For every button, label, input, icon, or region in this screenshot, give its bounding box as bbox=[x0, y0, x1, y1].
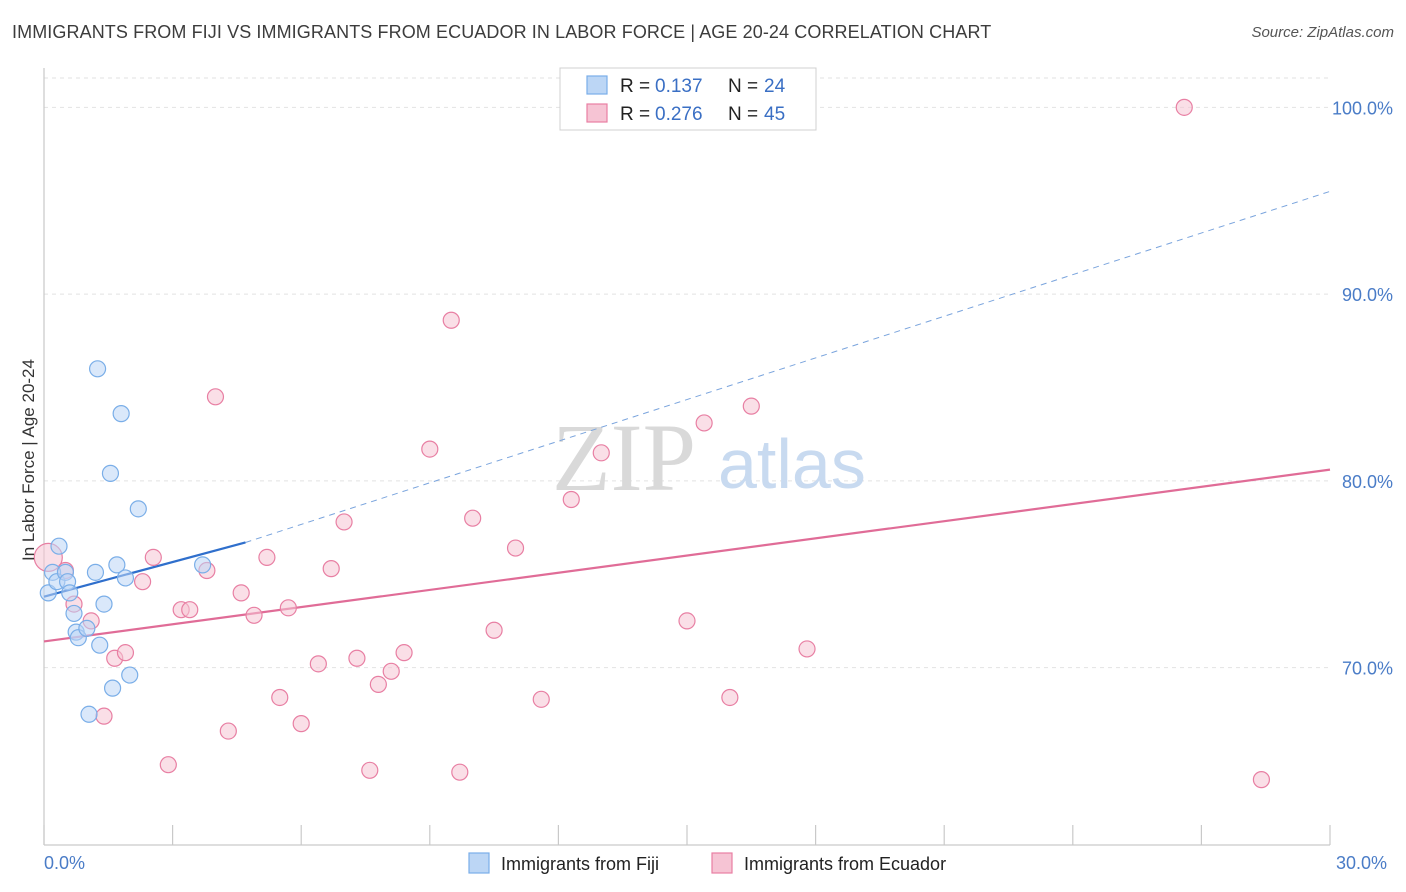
ecuador-point-23 bbox=[335, 513, 353, 531]
fiji-trend-line bbox=[43, 541, 246, 598]
ecuador-bottom-swatch bbox=[711, 852, 733, 874]
ecuador-point-38 bbox=[678, 612, 696, 630]
fiji-point-10 bbox=[78, 619, 96, 637]
fiji-point-18 bbox=[108, 556, 126, 574]
y-axis-label: In Labor Force | Age 20-24 bbox=[19, 359, 38, 561]
fiji-point-7 bbox=[65, 604, 83, 623]
ecuador-point-16 bbox=[245, 606, 263, 624]
ecuador-point-35 bbox=[532, 690, 550, 708]
fiji-point-19 bbox=[112, 405, 130, 423]
fiji-point-22 bbox=[129, 500, 147, 518]
ecuador-point-44 bbox=[1252, 771, 1271, 789]
ecuador-point-27 bbox=[382, 662, 400, 680]
ecuador-point-32 bbox=[464, 509, 482, 527]
ecuador-point-18 bbox=[271, 688, 289, 707]
x-tick-label-max: 30.0% bbox=[1336, 853, 1387, 873]
fiji-trend-extension bbox=[245, 190, 1331, 543]
chart-title: IMMIGRANTS FROM FIJI VS IMMIGRANTS FROM … bbox=[12, 22, 992, 42]
ecuador-point-6 bbox=[116, 644, 135, 662]
y-tick-labels: 70.0% 80.0% 90.0% 100.0% bbox=[1332, 98, 1393, 678]
ecuador-point-19 bbox=[279, 599, 297, 617]
y-tick-label-2: 90.0% bbox=[1342, 285, 1393, 305]
ecuador-point-34 bbox=[506, 539, 525, 557]
x-tick-label-min: 0.0% bbox=[44, 853, 85, 873]
watermark-atlas: atlas bbox=[718, 425, 866, 503]
ecuador-point-8 bbox=[144, 548, 162, 567]
ecuador-point-26 bbox=[369, 675, 387, 693]
fiji-point-21 bbox=[121, 666, 139, 684]
fiji-r-value: 0.137 bbox=[655, 76, 703, 97]
fiji-r-label: R = bbox=[620, 76, 650, 97]
fiji-point-17 bbox=[103, 679, 122, 697]
fiji-point-14 bbox=[91, 636, 109, 654]
axes bbox=[43, 68, 1331, 846]
ecuador-point-13 bbox=[206, 388, 225, 406]
ecuador-point-9 bbox=[159, 756, 177, 774]
y-tick-label-3: 100.0% bbox=[1332, 98, 1393, 118]
ecuador-point-42 bbox=[798, 640, 816, 658]
ecuador-r-value: 0.276 bbox=[655, 104, 703, 125]
ecuador-n-label: N = bbox=[728, 104, 758, 125]
ecuador-point-24 bbox=[348, 649, 366, 667]
ecuador-point-21 bbox=[309, 655, 327, 673]
fiji-point-11 bbox=[80, 705, 98, 723]
fiji-n-value: 24 bbox=[764, 76, 786, 97]
ecuador-point-15 bbox=[232, 584, 250, 602]
ecuador-point-31 bbox=[451, 763, 469, 781]
ecuador-point-7 bbox=[133, 573, 152, 591]
fiji-point-3 bbox=[50, 537, 68, 555]
ecuador-point-22 bbox=[322, 560, 340, 578]
series-legend: Immigrants from Fiji Immigrants from Ecu… bbox=[468, 852, 946, 874]
ecuador-point-11 bbox=[181, 601, 199, 619]
ecuador-point-28 bbox=[395, 644, 413, 662]
ecuador-point-30 bbox=[442, 311, 460, 329]
fiji-point-23 bbox=[194, 556, 212, 574]
ecuador-bottom-label: Immigrants from Ecuador bbox=[744, 854, 946, 874]
source-label: Source: ZipAtlas.com bbox=[1251, 24, 1394, 41]
ecuador-point-29 bbox=[421, 440, 439, 458]
fiji-n-label: N = bbox=[728, 76, 758, 97]
ecuador-point-20 bbox=[292, 715, 310, 733]
fiji-point-20 bbox=[116, 569, 135, 587]
y-tick-label-1: 80.0% bbox=[1342, 472, 1393, 492]
ecuador-legend-swatch bbox=[586, 103, 608, 123]
fiji-legend-swatch bbox=[586, 75, 608, 95]
ecuador-point-25 bbox=[361, 761, 379, 779]
ecuador-point-40 bbox=[721, 688, 739, 707]
fiji-point-13 bbox=[88, 360, 107, 378]
gridlines bbox=[44, 77, 1330, 669]
ecuador-point-37 bbox=[592, 444, 610, 462]
fiji-point-6 bbox=[61, 584, 79, 602]
ecuador-point-36 bbox=[562, 490, 580, 509]
fiji-point-15 bbox=[95, 595, 113, 613]
y-tick-label-0: 70.0% bbox=[1342, 659, 1393, 679]
ecuador-point-41 bbox=[742, 397, 760, 415]
data-points bbox=[33, 98, 1271, 789]
ecuador-point-39 bbox=[695, 414, 713, 432]
ecuador-point-4 bbox=[95, 707, 113, 725]
ecuador-point-33 bbox=[485, 621, 503, 639]
fiji-point-12 bbox=[86, 563, 105, 581]
stats-legend: R = 0.137 N = 24 R = 0.276 N = 45 bbox=[559, 67, 817, 131]
ecuador-n-value: 45 bbox=[764, 104, 785, 125]
fiji-bottom-swatch bbox=[468, 852, 490, 874]
ecuador-r-label: R = bbox=[620, 104, 650, 125]
fiji-bottom-label: Immigrants from Fiji bbox=[501, 854, 659, 874]
ecuador-point-43 bbox=[1175, 98, 1193, 116]
ecuador-point-17 bbox=[258, 548, 276, 567]
ecuador-point-14 bbox=[219, 722, 237, 740]
fiji-point-16 bbox=[101, 464, 120, 482]
